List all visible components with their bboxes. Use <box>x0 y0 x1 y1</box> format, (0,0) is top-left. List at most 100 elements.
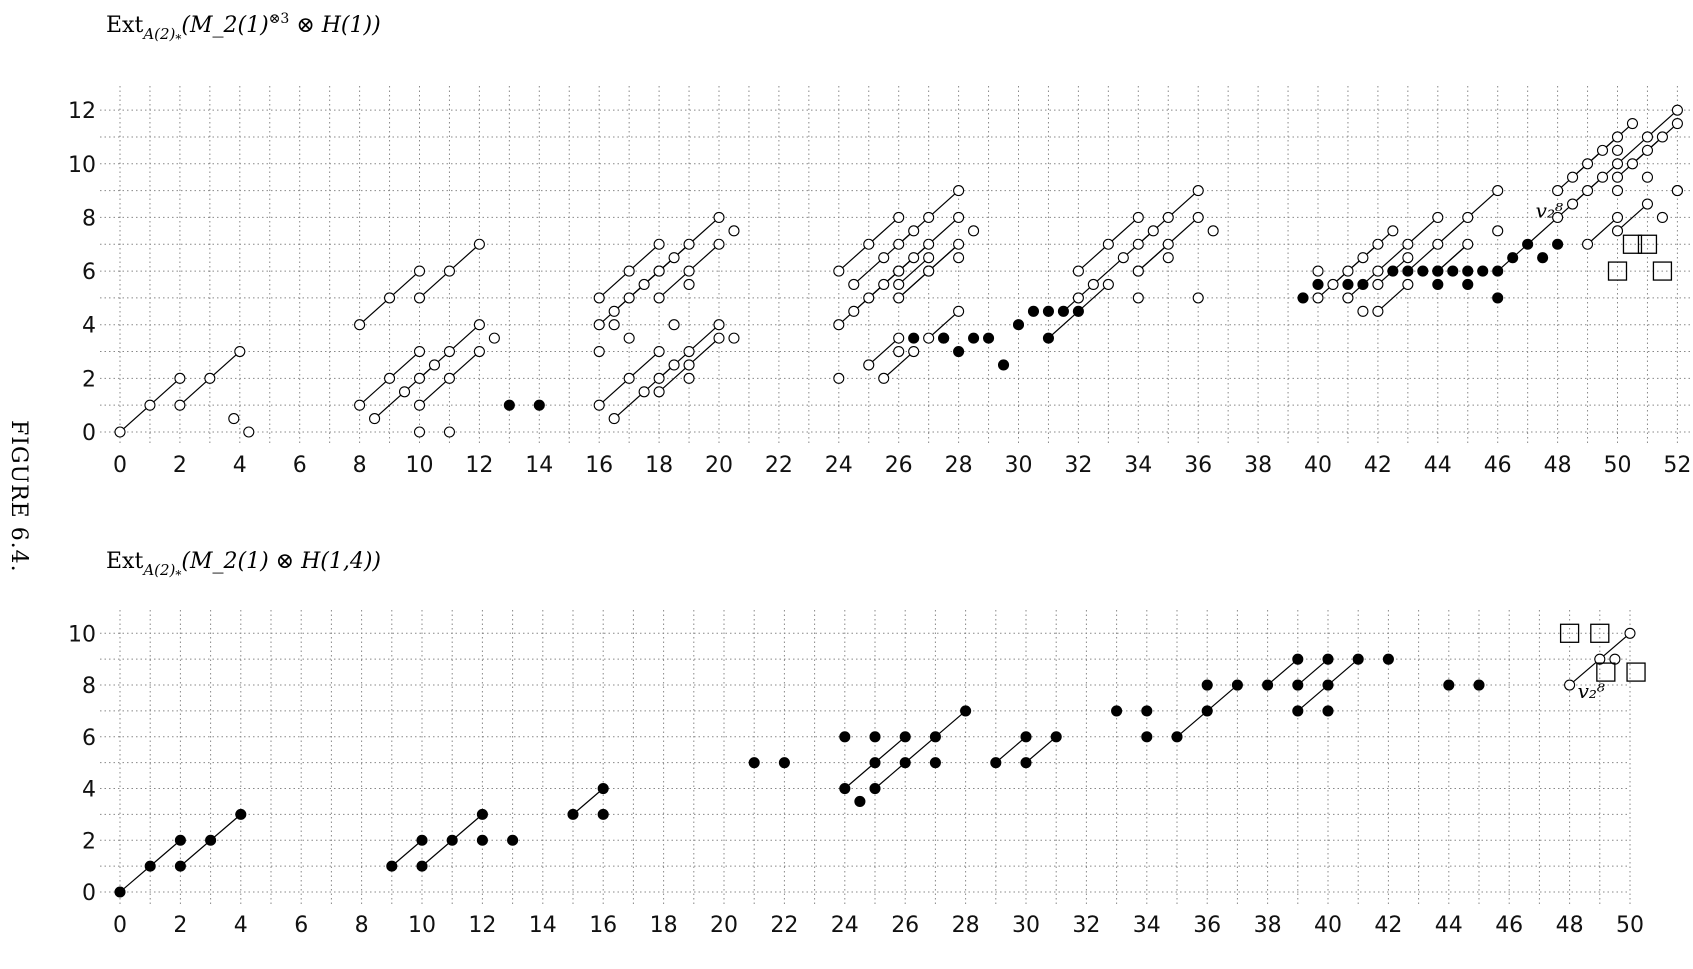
filled-dot <box>476 834 488 846</box>
open-dot <box>1402 278 1414 291</box>
h1-line <box>1587 216 1618 245</box>
x-tick-label: 24 <box>831 913 859 938</box>
box-mark <box>1652 261 1673 281</box>
filled-dot <box>1171 731 1183 743</box>
x-tick-label: 12 <box>468 913 496 938</box>
filled-dot <box>1357 278 1369 291</box>
open-dot <box>354 399 366 411</box>
h1-line <box>1407 216 1439 245</box>
open-dot <box>638 386 650 398</box>
filled-dot <box>854 795 866 807</box>
y-tick-label: 0 <box>82 421 96 446</box>
filled-dot <box>1292 653 1304 665</box>
h1-line <box>119 865 151 893</box>
x-tick-label: 8 <box>355 913 369 938</box>
x-tick-label: 52 <box>1663 453 1691 478</box>
open-dot <box>653 372 665 384</box>
open-dot <box>608 413 620 425</box>
filled-dot <box>908 332 920 344</box>
open-dot <box>473 238 485 250</box>
open-dot <box>1564 679 1576 691</box>
h1-line <box>1048 310 1079 339</box>
filled-dot <box>1141 731 1153 743</box>
open-dot <box>893 211 905 223</box>
h1-line <box>1599 632 1631 660</box>
open-dot <box>1626 158 1639 170</box>
x-tick-label: 0 <box>113 913 127 938</box>
open-dot <box>413 345 426 358</box>
x-tick-label: 10 <box>406 453 434 478</box>
filled-dot <box>1312 278 1324 291</box>
h1-line <box>613 391 645 420</box>
filled-dot <box>1387 265 1399 277</box>
open-dot <box>1552 185 1564 197</box>
open-dot <box>893 278 905 291</box>
filled-dot <box>476 808 488 820</box>
filled-dot <box>597 808 609 820</box>
x-tick-label: 50 <box>1616 913 1644 938</box>
open-dot <box>413 372 426 384</box>
open-dot <box>1624 627 1636 639</box>
open-dot <box>833 319 845 331</box>
open-dot <box>863 238 875 250</box>
h1-line <box>658 270 690 299</box>
filled-dot <box>748 757 760 769</box>
open-dot <box>228 413 240 425</box>
h1-line <box>179 377 211 406</box>
h1-line <box>598 270 630 299</box>
open-dot <box>174 399 186 411</box>
box-mark <box>1596 662 1616 682</box>
open-dot <box>1594 653 1606 665</box>
open-dot <box>668 319 680 331</box>
y-tick-label: 4 <box>82 778 96 803</box>
open-dot <box>878 372 890 384</box>
open-dot <box>1387 225 1399 237</box>
filled-dot <box>1492 292 1504 304</box>
h1-line <box>883 351 915 379</box>
filled-dot <box>929 757 941 769</box>
filled-dot <box>416 860 428 872</box>
open-dot <box>1372 265 1384 277</box>
filled-dot <box>899 731 911 743</box>
h1-line <box>419 270 450 299</box>
h1-line <box>1297 658 1329 686</box>
open-dot <box>653 265 665 277</box>
filled-dot <box>1402 265 1414 277</box>
x-tick-label: 4 <box>233 453 247 478</box>
h1-line <box>1267 658 1299 686</box>
open-dot <box>1102 278 1114 291</box>
x-tick-label: 20 <box>710 913 738 938</box>
h1-line <box>1167 190 1199 218</box>
open-dot <box>713 332 725 344</box>
h1-line <box>149 839 181 867</box>
open-dot <box>1342 292 1354 304</box>
filled-dot <box>1027 305 1040 317</box>
open-dot <box>623 265 635 277</box>
open-dot <box>593 319 605 331</box>
open-dot <box>908 345 920 358</box>
open-dot <box>1611 158 1624 170</box>
open-dot <box>1462 211 1474 223</box>
open-dot <box>593 399 605 411</box>
x-tick-label: 8 <box>353 453 367 478</box>
open-dot <box>713 238 725 250</box>
open-dot <box>593 345 605 358</box>
x-tick-label: 2 <box>173 453 187 478</box>
open-dot <box>1072 292 1084 304</box>
open-dot <box>1582 238 1594 250</box>
filled-dot <box>1322 679 1334 691</box>
open-dot <box>1402 238 1414 250</box>
h1-line <box>419 377 450 406</box>
x-tick-label: 34 <box>1124 453 1152 478</box>
h1-line <box>928 190 960 218</box>
h1-line <box>572 788 604 815</box>
filled-dot <box>938 332 950 344</box>
x-tick-label: 18 <box>645 453 673 478</box>
filled-dot <box>1297 292 1309 304</box>
open-dot <box>144 399 156 411</box>
filled-dot <box>235 808 247 820</box>
h1-line <box>449 324 480 352</box>
x-tick-label: 30 <box>1012 913 1040 938</box>
filled-dot <box>1141 705 1153 717</box>
filled-dot <box>997 359 1010 371</box>
